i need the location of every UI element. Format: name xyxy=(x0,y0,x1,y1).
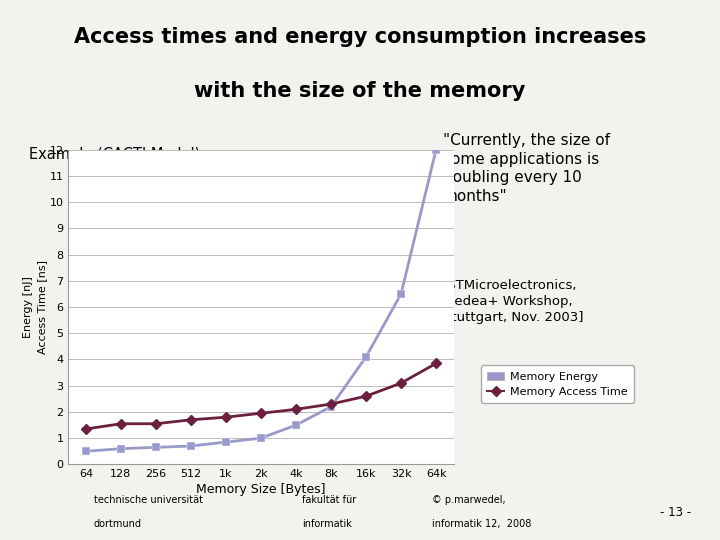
Memory Energy xyxy=(81,448,90,455)
X-axis label: Memory Size [Bytes]: Memory Size [Bytes] xyxy=(197,483,325,496)
Memory Energy xyxy=(397,291,405,297)
Memory Access Time xyxy=(117,421,125,427)
Memory Access Time xyxy=(81,426,90,432)
Memory Energy xyxy=(186,443,195,449)
Text: informatik: informatik xyxy=(302,519,352,530)
Text: fakultät für: fakultät für xyxy=(302,495,356,505)
Text: dortmund: dortmund xyxy=(94,519,142,530)
Memory Energy xyxy=(432,146,441,153)
Memory Energy xyxy=(117,446,125,452)
Memory Access Time xyxy=(292,406,300,413)
Memory Access Time xyxy=(432,360,441,367)
Memory Energy xyxy=(152,444,161,450)
Text: - 13 -: - 13 - xyxy=(660,505,691,518)
Text: © p.marwedel,: © p.marwedel, xyxy=(432,495,505,505)
Memory Energy xyxy=(327,403,336,410)
Memory Energy xyxy=(257,435,266,441)
Text: informatik 12,  2008: informatik 12, 2008 xyxy=(432,519,531,530)
Memory Access Time xyxy=(222,414,230,421)
Line: Memory Access Time: Memory Access Time xyxy=(82,360,440,433)
Memory Energy xyxy=(222,439,230,446)
Memory Access Time xyxy=(186,416,195,423)
Text: technische universität: technische universität xyxy=(94,495,202,505)
Text: "Currently, the size of
some applications is
doubling every 10
months": "Currently, the size of some application… xyxy=(443,133,610,204)
Line: Memory Energy: Memory Energy xyxy=(82,145,440,455)
Text: with the size of the memory: with the size of the memory xyxy=(194,80,526,100)
Text: Access times and energy consumption increases: Access times and energy consumption incr… xyxy=(74,27,646,47)
Memory Energy xyxy=(361,354,370,360)
Y-axis label: Energy [nJ]
Access Time [ns]: Energy [nJ] Access Time [ns] xyxy=(22,260,47,354)
Memory Access Time xyxy=(327,401,336,407)
Memory Access Time xyxy=(152,421,161,427)
Memory Access Time xyxy=(257,410,266,416)
Memory Access Time xyxy=(397,380,405,386)
Text: Example (CACTI Model):: Example (CACTI Model): xyxy=(29,147,205,163)
Memory Access Time xyxy=(361,393,370,400)
Memory Energy xyxy=(292,422,300,428)
Text: [STMicroelectronics,
Medea+ Workshop,
Stuttgart, Nov. 2003]: [STMicroelectronics, Medea+ Workshop, St… xyxy=(443,279,583,324)
Legend: Memory Energy, Memory Access Time: Memory Energy, Memory Access Time xyxy=(481,366,634,403)
